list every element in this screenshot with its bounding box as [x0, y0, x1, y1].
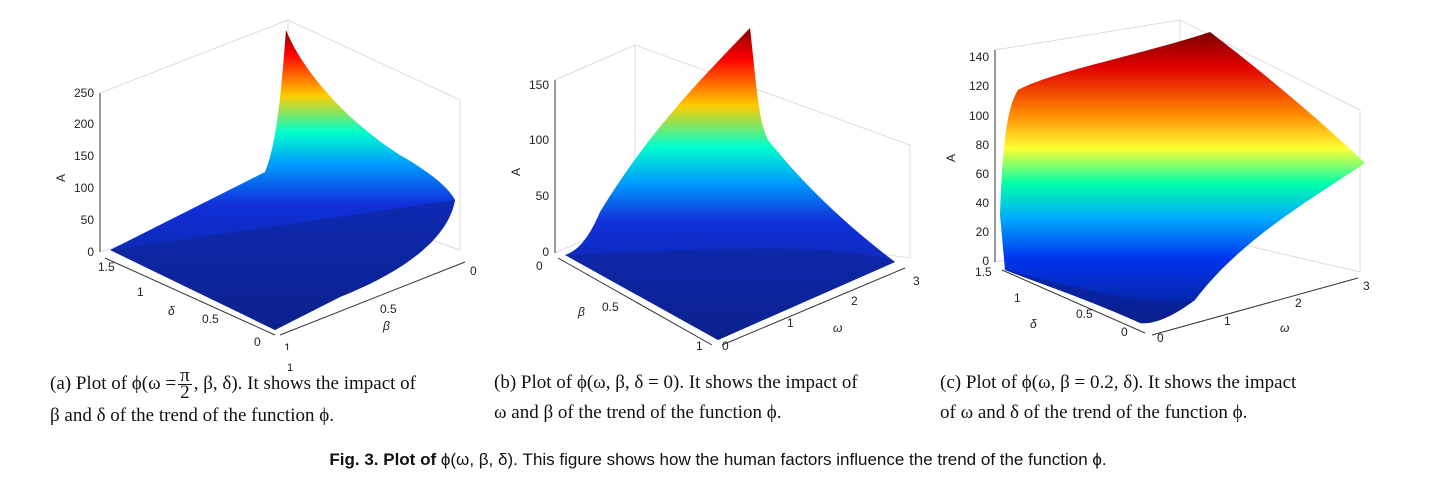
chart-c-x-tick: 0.5 [1076, 307, 1093, 321]
chart-a-z-ticks: 0 50 100 150 200 250 [74, 86, 94, 259]
chart-b-x-tick: 1 [696, 339, 703, 353]
chart-b-z-tick: 50 [536, 189, 550, 203]
chart-b-x-axis [557, 257, 713, 346]
chart-b-z-ticks: 0 50 100 150 [529, 78, 549, 259]
chart-b-y-tick: 1 [787, 316, 794, 330]
chart-c-x-tick: 1 [1014, 291, 1021, 305]
chart-c-x-axis [1001, 269, 1146, 334]
chart-c-y-axis [1151, 277, 1359, 336]
caption-a: (a) Plot of ϕ(ω = π 2, β, δ). It shows the… [50, 365, 500, 431]
chart-a-z-tick: 200 [74, 117, 94, 131]
chart-c-y-tick: 2 [1295, 296, 1302, 310]
caption-b: (b) Plot of ϕ(ω, β, δ = 0). It shows the… [494, 368, 944, 428]
chart-c-svg: 0 20 40 60 80 100 120 140 A 1.5 1 0.5 0 … [944, 19, 1370, 345]
figure-caption-label: Fig. 3. [329, 450, 379, 469]
chart-c-x-label: δ [1030, 317, 1037, 331]
caption-c-line2: of ω and δ of the trend of the function … [940, 402, 1248, 423]
chart-a-surface-shade [110, 200, 455, 330]
chart-c-y-label: ω [1280, 321, 1289, 335]
chart-a-x-axis [104, 257, 276, 336]
caption-a-line2: β and δ of the trend of the function ϕ. [50, 405, 334, 426]
caption-c: (c) Plot of ϕ(ω, β = 0.2, δ). It shows t… [940, 368, 1390, 428]
figure-caption-bold: Plot of [383, 450, 437, 469]
caption-a-frac-num: π [178, 365, 192, 386]
chart-c: 0 20 40 60 80 100 120 140 A 1.5 1 0.5 0 … [940, 0, 1400, 360]
chart-a-z-tick: 250 [74, 86, 94, 100]
chart-b-x-label: β [577, 305, 585, 319]
chart-c-z-tick: 40 [976, 196, 990, 210]
chart-c-z-tick: 60 [976, 167, 990, 181]
chart-c-z-tick: 0 [982, 254, 989, 268]
chart-b-x-tick: 0.5 [602, 300, 619, 314]
chart-c-z-ticks: 0 20 40 60 80 100 120 140 [969, 50, 989, 268]
chart-a-x-tick: 1.5 [98, 260, 115, 274]
caption-a-tag: (a) [50, 372, 72, 394]
chart-c-x-tick: 1.5 [975, 265, 992, 279]
chart-c-x-tick: 0 [1121, 325, 1128, 339]
chart-a-z-tick: 150 [74, 149, 94, 163]
chart-a-x-label: δ [168, 304, 175, 318]
chart-b-y-tick: 0 [722, 339, 729, 353]
chart-b-x-tick: 0 [536, 259, 543, 273]
chart-a-z-tick: 50 [81, 213, 95, 227]
chart-a-y-tick: 0 [470, 264, 477, 278]
chart-a: 0 50 100 150 200 250 A 1.5 1 0.5 0 δ 0 0… [40, 0, 510, 350]
chart-a-z-tick: 0 [87, 245, 94, 259]
chart-a-z-tick: 100 [74, 181, 94, 195]
chart-c-z-tick: 80 [976, 138, 990, 152]
chart-b: 0 50 100 150 A 0 0.5 1 β 0 1 2 3 ω [500, 0, 950, 360]
chart-c-surface [1000, 32, 1365, 324]
chart-c-z-tick: 120 [969, 79, 989, 93]
chart-c-y-tick: 1 [1224, 314, 1231, 328]
chart-c-y-tick: 3 [1363, 279, 1370, 293]
chart-b-y-tick: 2 [851, 294, 858, 308]
caption-b-line2: ω and β of the trend of the function ϕ. [494, 402, 782, 423]
chart-b-z-tick: 0 [542, 245, 549, 259]
chart-a-y-axis [279, 261, 466, 336]
chart-c-z-label: A [944, 154, 958, 162]
caption-b-line1: (b) Plot of ϕ(ω, β, δ = 0). It shows the… [494, 372, 858, 393]
chart-c-z-tick: 20 [976, 225, 990, 239]
caption-a-frac-den: 2 [180, 382, 190, 403]
chart-b-z-tick: 100 [529, 133, 549, 147]
stray-tick-label: 1 [287, 362, 294, 374]
chart-b-y-label: ω [833, 321, 842, 335]
chart-b-y-tick: 3 [913, 274, 920, 288]
chart-c-surface-shade [1005, 270, 1195, 324]
chart-a-y-tick: 1 [284, 341, 291, 350]
chart-a-y-label: β [382, 319, 390, 333]
figure-caption: Fig. 3. Plot of ϕ(ω, β, δ). This figure … [0, 450, 1436, 470]
chart-a-x-tick: 0.5 [202, 312, 219, 326]
caption-a-pre: Plot of ϕ(ω = [75, 372, 177, 394]
caption-c-line1: (c) Plot of ϕ(ω, β = 0.2, δ). It shows t… [940, 372, 1297, 393]
figure-caption-text: ϕ(ω, β, δ). This figure shows how the hu… [440, 450, 1107, 469]
chart-b-y-axis [721, 267, 906, 346]
caption-a-post: , β, δ). It shows the impact of [193, 372, 417, 394]
chart-a-y-tick: 0.5 [380, 302, 397, 316]
chart-a-svg: 0 50 100 150 200 250 A 1.5 1 0.5 0 δ 0 0… [54, 19, 477, 350]
chart-b-svg: 0 50 100 150 A 0 0.5 1 β 0 1 2 3 ω [509, 28, 920, 353]
chart-a-x-tick: 1 [137, 285, 144, 299]
chart-c-y-tick: 0 [1157, 331, 1164, 345]
chart-b-z-tick: 150 [529, 78, 549, 92]
chart-a-z-label: A [54, 174, 68, 182]
chart-a-x-tick: 0 [254, 335, 261, 349]
chart-b-surface-shade [565, 248, 895, 340]
chart-b-z-label: A [509, 168, 523, 176]
chart-c-z-tick: 100 [969, 109, 989, 123]
chart-c-z-tick: 140 [969, 50, 989, 64]
